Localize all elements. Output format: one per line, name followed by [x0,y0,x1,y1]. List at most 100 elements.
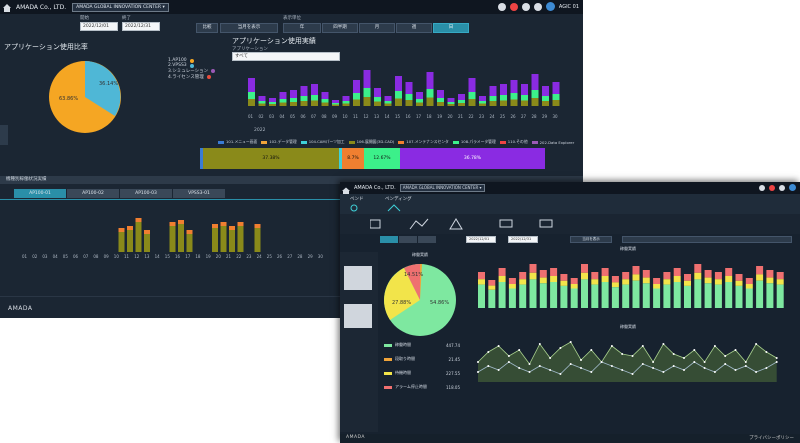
unit-day[interactable]: 日 [433,23,469,33]
bar-segment [269,98,276,102]
bar-segment [290,102,297,106]
unit-week[interactable]: 週 [396,23,432,33]
app-select[interactable]: すべて [232,52,340,61]
bar-segment [673,268,681,276]
bar-segment [321,99,329,103]
end-date-field[interactable]: 2022/12/31 [122,22,160,31]
start-date-field[interactable]: 2022/12/01 [466,236,496,243]
bar-segment [611,276,619,283]
bar-segment [725,276,733,282]
usage-ratio-strip: 37.38% 8.7% 12.67% 36.78% [200,148,580,169]
lightbulb-icon[interactable] [497,2,506,11]
line-point [755,371,758,373]
x-tick-label: 04 [280,114,286,119]
bar-segment [766,270,774,278]
show-current-button[interactable]: 当月を表示 [570,236,612,243]
bar-segment [479,103,486,106]
brand-name: AMADA Co., LTD. [354,185,396,191]
bar-segment [550,282,558,308]
bar-segment [374,97,381,102]
bar-segment [300,86,308,96]
bar-segment [735,285,743,308]
pie-label-2: 36.14% [99,81,118,87]
bar-segment [300,96,308,101]
unit-year[interactable]: 年 [283,23,321,33]
unit-quarter[interactable]: 四半期 [322,23,358,33]
end-date-field[interactable]: 2022/12/31 [508,236,538,243]
line-point [507,355,510,357]
bar-segment [479,96,486,101]
line-point [775,357,778,359]
legend-label: 段取り時間 [395,356,415,361]
side-tab[interactable] [0,125,8,145]
notification-icon[interactable] [509,2,518,11]
machine-thumbnail[interactable] [344,266,372,290]
line-point [569,341,572,343]
x-tick-label: 20 [448,114,454,119]
bar-segment [437,102,444,106]
user-name[interactable]: AGIC 01 [558,3,579,10]
compare-button[interactable]: 比較 [196,23,218,33]
x-tick-label: 05 [290,114,296,119]
machine-thumbnail[interactable] [344,304,372,328]
bar-segment [290,90,297,98]
line-point [559,373,562,375]
legend-value: 118.05 [446,384,460,390]
avatar[interactable] [545,2,555,11]
start-date-field[interactable]: 2022/12/01 [80,22,118,31]
unit-month[interactable]: 月 [359,23,395,33]
bar-segment [405,82,413,94]
bar-segment [342,96,350,101]
lightbulb-icon[interactable] [759,184,765,191]
x-tick-label: 12 [364,114,370,119]
line-point [734,349,737,351]
bar-segment [458,100,465,103]
bar-segment [416,92,423,99]
x-tick-label: 22 [236,254,242,258]
line-series [477,341,777,365]
gear-icon[interactable] [533,2,542,11]
show-current-button[interactable]: 当月を表示 [220,23,278,33]
tab-ap100-02[interactable]: AP100-02 [67,189,119,198]
bar-segment [531,98,539,106]
bar-segment [704,283,712,308]
x-tick-label: 25 [500,114,506,119]
bar-segment [673,276,681,282]
x-tick-label: 26 [277,254,283,258]
x-tick-label: 10 [343,114,349,119]
bar-segment [248,99,255,106]
x-tick-label: 13 [374,114,380,119]
line-point [538,343,541,345]
bar-segment [642,283,650,308]
bar-segment [552,100,560,106]
strip-segment: 37.38% [203,148,339,169]
tab-ap100-03[interactable]: AP100-03 [120,189,172,198]
site-select[interactable]: AMADA GLOBAL INNOVATION CENTER ▾ [399,184,485,192]
view-tab[interactable] [418,236,436,243]
bar-segment [416,99,423,103]
view-tab[interactable] [380,236,398,243]
line-point [734,369,737,371]
line-point [497,369,500,371]
privacy-link[interactable]: プライバシーポリシー [749,436,794,441]
view-tab[interactable] [399,236,417,243]
bar-segment [704,270,712,278]
pie-label-1: 54.86% [430,300,449,306]
bar-legend-item: 102.データ管理 [261,139,297,145]
notification-icon[interactable] [769,184,775,191]
line-point [590,349,593,351]
home-icon[interactable] [0,0,14,14]
avatar[interactable] [789,184,796,191]
gear-icon[interactable] [779,184,785,191]
process-icons [350,204,401,212]
unit-buttons[interactable] [622,236,792,243]
legend-item: アラーム停止時間 118.05 [384,384,460,390]
x-tick-label: 24 [490,114,496,119]
tab-ap100-01[interactable]: AP100-01 [14,189,66,198]
home-icon[interactable] [340,182,352,195]
x-tick-label: 29 [542,114,548,119]
bar-segment [735,280,743,286]
site-select[interactable]: AMADA GLOBAL INNOVATION CENTER ▾ [72,2,169,12]
tab-vpss3-01[interactable]: VPSS3-01 [173,189,225,198]
help-icon[interactable] [521,2,530,11]
